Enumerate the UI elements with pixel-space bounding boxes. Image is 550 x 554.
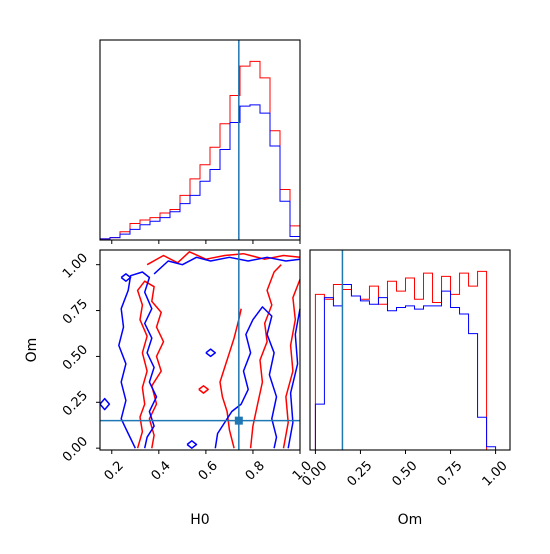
joint-y-tick-label-2: 0.50 (60, 342, 91, 373)
truth-marker (234, 416, 243, 425)
joint-y-tick-label-1: 0.25 (60, 388, 91, 419)
om-marginal-x-tick-label-1: 0.25 (344, 458, 375, 489)
h0-om-joint-panel (99, 249, 301, 451)
h0-marginal-series_a-histogram (99, 60, 301, 240)
contour-series_b-8 (287, 308, 301, 449)
contour-series_b-11 (205, 348, 217, 358)
joint-x-tick-label-3: 0.8 (243, 458, 268, 483)
h0-om-joint-frame (99, 249, 301, 451)
y-axis-label-om: Om (24, 338, 40, 363)
x-axis-label-h0: H0 (190, 512, 209, 528)
contour-series_a-1 (146, 251, 301, 266)
x-axis-label-om: Om (398, 512, 423, 528)
contour-series_b-9 (99, 397, 111, 411)
h0-marginal-series_b-histogram (99, 104, 301, 240)
contour-series_b-6 (153, 256, 301, 275)
contour-series_a-2 (219, 308, 242, 449)
contour-series_b-5 (118, 271, 158, 449)
joint-y-tick-label-0: 0.00 (60, 434, 91, 465)
contour-series_a-13 (198, 385, 209, 394)
contour-series_b-7 (214, 306, 278, 449)
contour-series_b-10 (120, 273, 132, 282)
contour-series_a-4 (282, 279, 301, 449)
contour-series_b-12 (186, 440, 198, 449)
om-marginal-frame (309, 249, 511, 451)
joint-x-tick-label-2: 0.6 (196, 458, 221, 483)
joint-x-tick-label-0: 0.2 (102, 458, 127, 483)
h0-marginal-panel (99, 39, 301, 241)
om-marginal-panel (309, 249, 511, 451)
joint-x-tick-label-1: 0.4 (149, 458, 174, 483)
joint-y-tick-label-4: 1.00 (60, 251, 91, 282)
om-marginal-x-tick-label-3: 0.75 (435, 458, 466, 489)
contour-series_a-3 (249, 264, 282, 449)
joint-y-tick-label-3: 0.75 (60, 297, 91, 328)
om-marginal-x-tick-label-4: 1.00 (480, 458, 511, 489)
om-marginal-x-tick-label-2: 0.50 (389, 458, 420, 489)
h0-marginal-frame (99, 39, 301, 241)
